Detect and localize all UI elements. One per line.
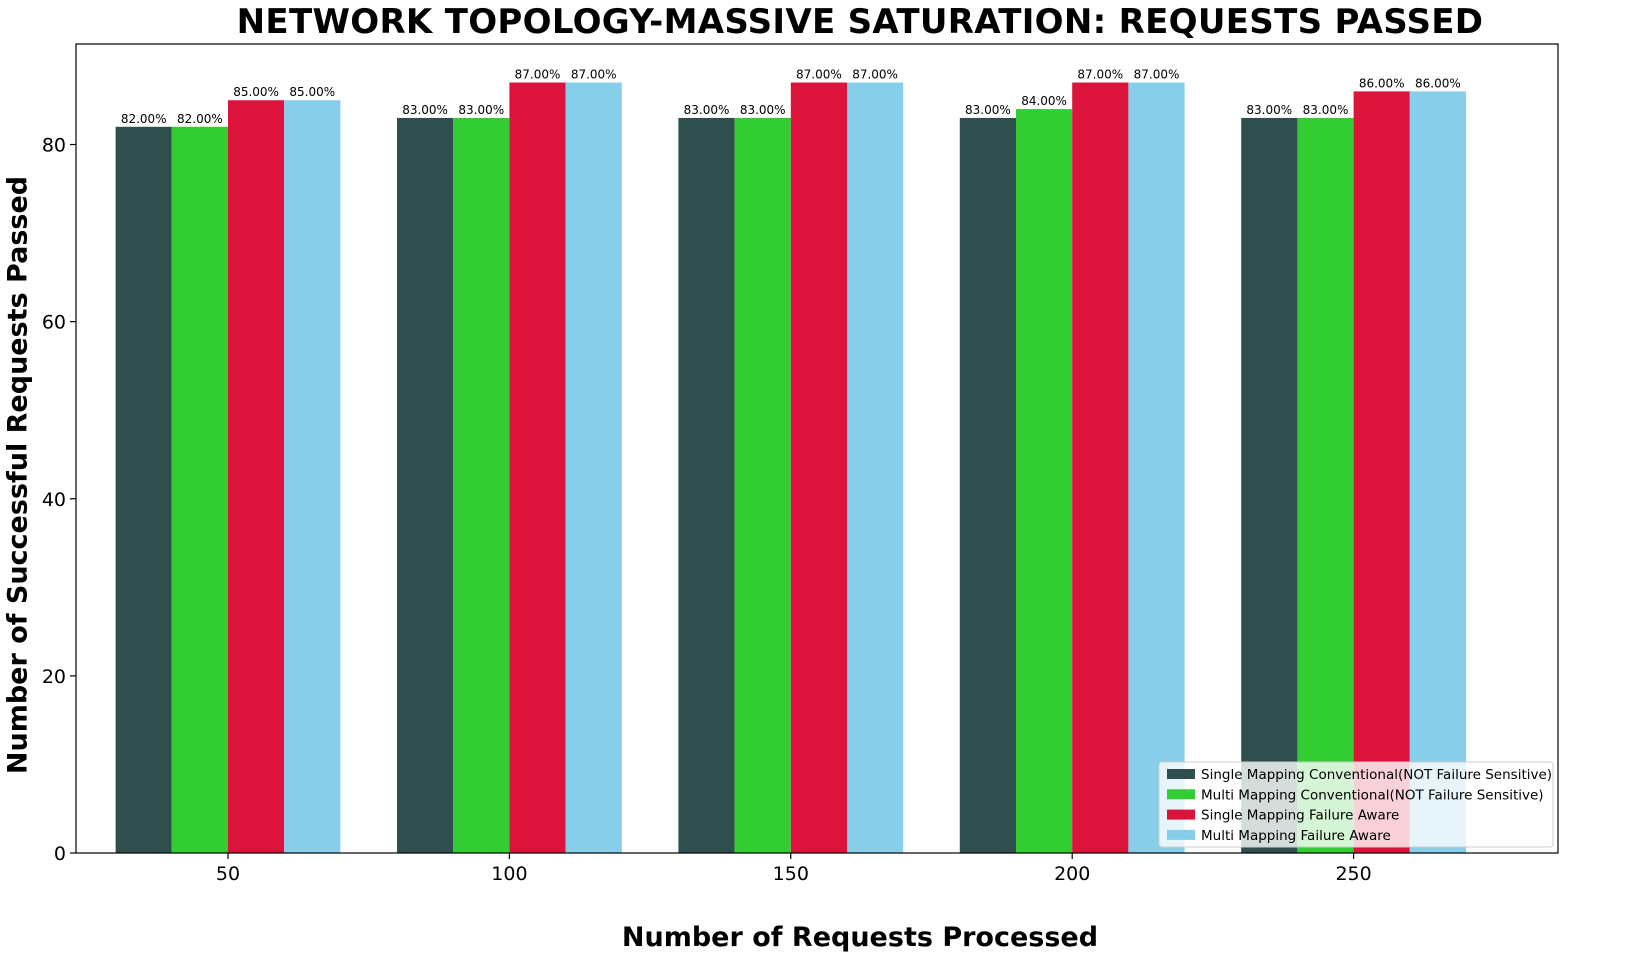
bar-value-label: 86.00% <box>1415 76 1461 90</box>
bar-value-label: 83.00% <box>965 103 1011 117</box>
bar-250-series-4 <box>1409 91 1466 853</box>
legend-swatch <box>1167 769 1195 779</box>
bar-100-series-4 <box>565 82 622 854</box>
bar-value-label: 87.00% <box>852 68 898 82</box>
bar-value-label: 83.00% <box>458 103 504 117</box>
bar-value-label: 87.00% <box>515 68 561 82</box>
x-axis-label: Number of Requests Processed <box>621 922 1099 953</box>
x-tick-label: 200 <box>1054 863 1090 885</box>
bar-value-label: 83.00% <box>740 103 786 117</box>
x-tick-label: 50 <box>216 863 240 885</box>
bar-value-label: 83.00% <box>684 103 730 117</box>
bar-50-series-2 <box>171 126 228 853</box>
bar-value-label: 86.00% <box>1359 76 1405 90</box>
bar-250-series-3 <box>1353 91 1410 853</box>
value-labels-layer: 82.00% 83.00% 83.00% 83.00% 83.00% 82.00% 83.0… <box>121 68 1461 126</box>
bar-50-series-4 <box>284 100 341 854</box>
legend: Single Mapping Conventional(NOT Failure … <box>1158 761 1554 848</box>
bar-value-label: 87.00% <box>571 68 617 82</box>
legend-entry-label: Multi Mapping Conventional(NOT Failure S… <box>1201 787 1544 803</box>
legend-swatch <box>1167 789 1195 800</box>
x-tick-label: 150 <box>773 863 809 885</box>
bar-250-series-1 <box>1241 117 1298 854</box>
bar-200-series-2 <box>1016 109 1073 853</box>
legend-swatch <box>1167 809 1195 820</box>
bar-100-series-3 <box>509 82 566 854</box>
bar-150-series-1 <box>678 117 735 854</box>
bar-value-label: 82.00% <box>121 112 167 126</box>
y-tick-label: 40 <box>42 489 66 511</box>
bar-value-label: 84.00% <box>1021 94 1067 108</box>
chart-title: NETWORK TOPOLOGY-MASSIVE SATURATION: REQ… <box>236 2 1484 42</box>
y-tick-label: 0 <box>54 843 66 865</box>
bar-value-label: 82.00% <box>177 112 223 126</box>
bar-200-series-4 <box>1128 82 1185 854</box>
y-tick-label: 20 <box>42 666 66 688</box>
bars-layer <box>115 82 1466 854</box>
x-tick-label: 100 <box>491 863 527 885</box>
bar-150-series-3 <box>790 82 847 854</box>
plot-frame <box>75 43 1559 854</box>
bar-100-series-1 <box>397 117 454 854</box>
legend-swatch <box>1167 829 1195 840</box>
bar-50-series-1 <box>115 126 172 853</box>
bar-value-label: 83.00% <box>1303 103 1349 117</box>
bar-100-series-2 <box>453 117 510 854</box>
axes-layer: 0 20 40 60 80 50 100 150 200 250 <box>42 43 1559 885</box>
bar-value-label: 87.00% <box>1077 68 1123 82</box>
legend-entry-label: Multi Mapping Failure Aware <box>1201 828 1391 844</box>
bar-value-label: 87.00% <box>796 68 842 82</box>
bar-value-label: 83.00% <box>402 103 448 117</box>
x-tick-label: 250 <box>1335 863 1371 885</box>
bar-250-series-2 <box>1297 117 1354 854</box>
bar-value-label: 85.00% <box>289 85 335 99</box>
bar-value-label: 87.00% <box>1134 68 1180 82</box>
bar-value-label: 85.00% <box>233 85 279 99</box>
legend-box <box>1158 761 1554 848</box>
y-tick-label: 80 <box>42 135 66 157</box>
bar-50-series-3 <box>228 100 285 854</box>
bar-value-label: 83.00% <box>1246 103 1292 117</box>
legend-entry-label: Single Mapping Failure Aware <box>1201 808 1399 824</box>
bar-150-series-2 <box>734 117 791 854</box>
y-tick-label: 60 <box>42 312 66 334</box>
legend-entry-label: Single Mapping Conventional(NOT Failure … <box>1201 767 1552 783</box>
bar-150-series-4 <box>847 82 904 854</box>
bar-200-series-1 <box>959 117 1016 854</box>
bar-200-series-3 <box>1072 82 1129 854</box>
